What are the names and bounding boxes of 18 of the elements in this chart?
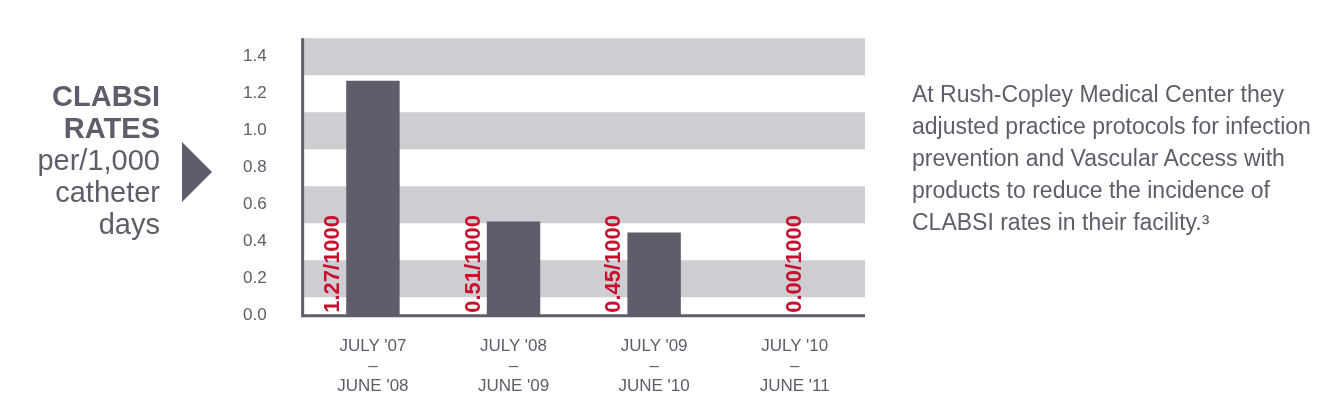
text: At Rush-Copley Medical Center they adjusted practice protocols for infection prevention and Vascular Access with products to reduce the incidence of CLABSI rates in their facility.³ — [912, 80, 1312, 237]
y-tick-label: 1.4 — [242, 46, 267, 66]
data-label: 0.45/1000 — [600, 214, 626, 313]
y-tick-label: 0.4 — [242, 231, 267, 251]
data-label: 1.27/1000 — [319, 214, 345, 313]
y-tick-label: 0.8 — [242, 157, 267, 177]
x-tick-label: JULY '10 – JUNE '11 — [759, 335, 830, 396]
y-tick-label: 0.6 — [242, 194, 267, 214]
y-axis-title: CLABSI RATES per/1,000 catheter days — [36, 80, 160, 240]
y-tick-label: 1.0 — [242, 120, 267, 140]
x-tick-label: JULY '09 – JUNE '10 — [618, 335, 690, 396]
data-label: 0.51/1000 — [459, 214, 485, 313]
data-label: 0.00/1000 — [780, 214, 806, 313]
x-tick-label: JULY '08 – JUNE '09 — [477, 335, 550, 396]
y-tick-label: 0.2 — [242, 268, 267, 288]
x-tick-label: JULY '07 – JUNE '08 — [337, 335, 409, 396]
y-tick-label: 1.2 — [242, 83, 267, 103]
y-tick-label: 0.0 — [242, 305, 267, 325]
